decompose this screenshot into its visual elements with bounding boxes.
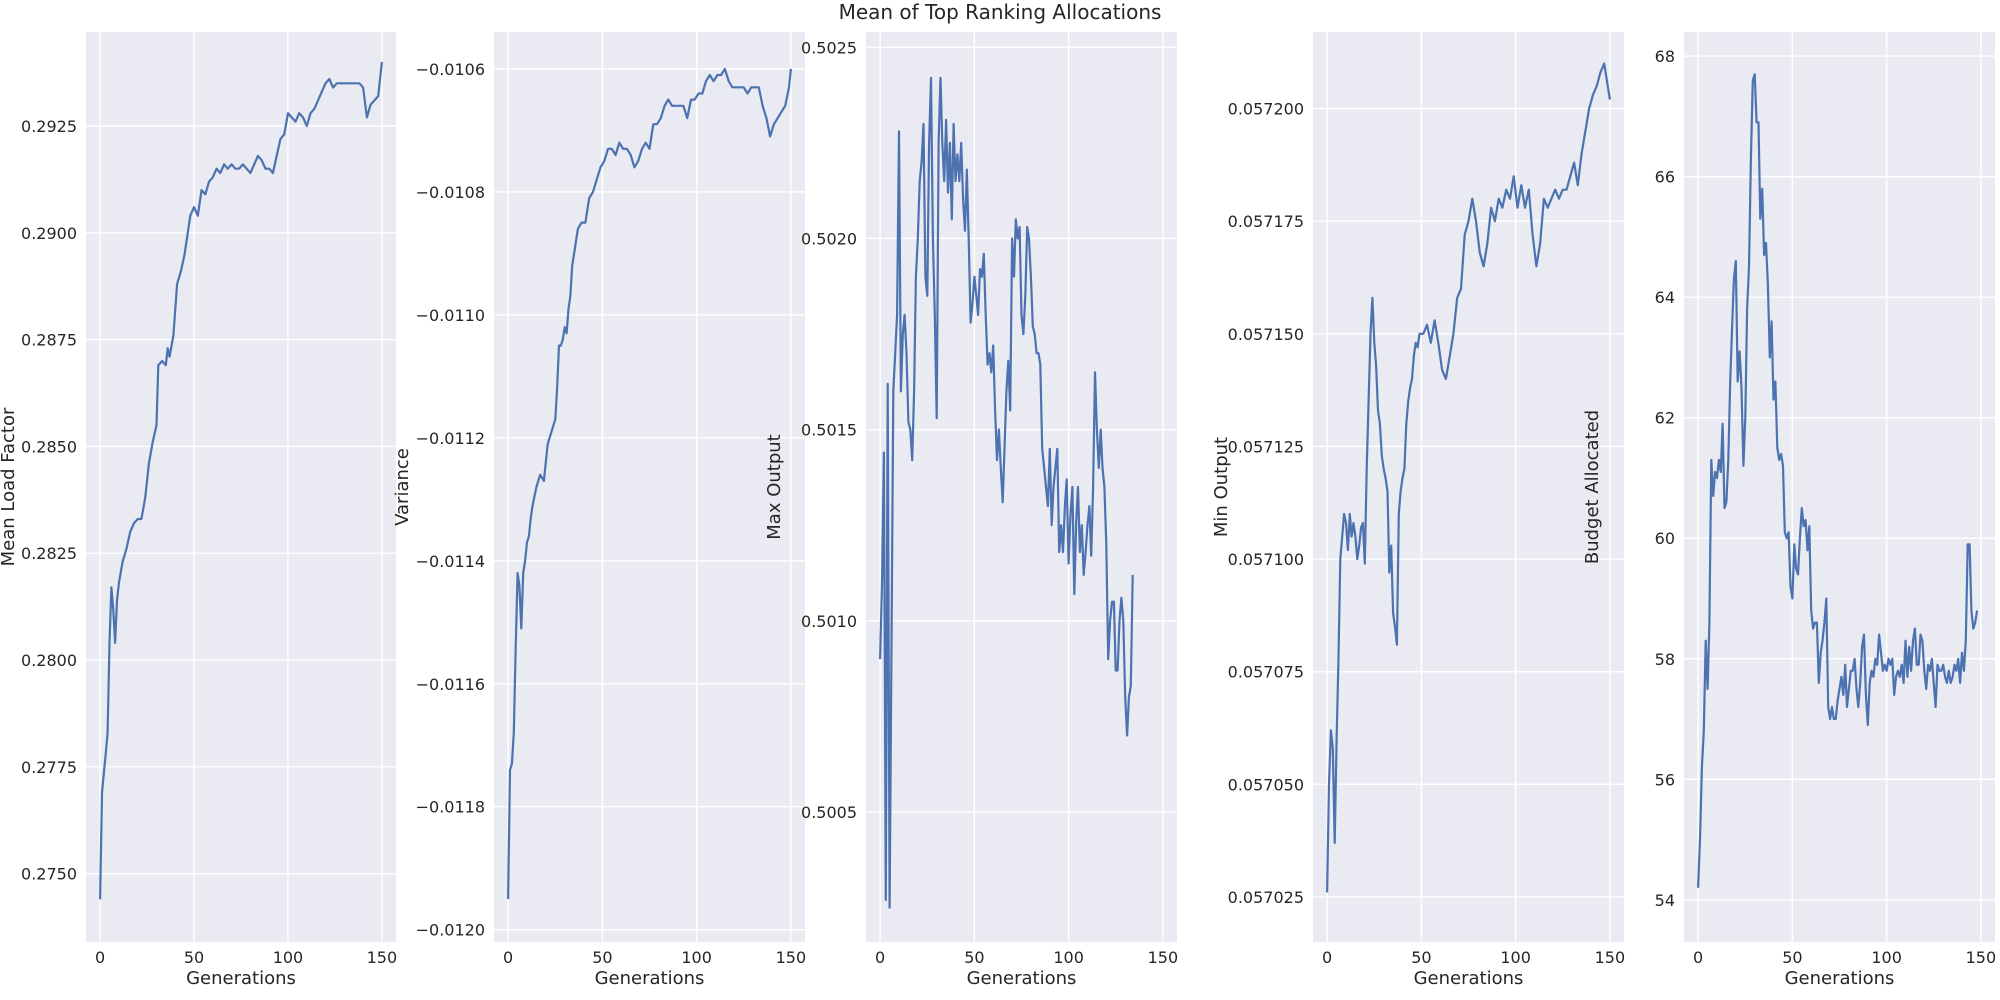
- y-tick-label: 0.5020: [801, 229, 857, 248]
- series-line: [1326, 62, 1611, 893]
- y-tick-label: 0.2875: [21, 331, 77, 350]
- plot-area: [1313, 32, 1624, 942]
- x-tick-label: 0: [503, 948, 513, 967]
- subplot-5: 54 56 58 60 62 64 66 68 0 50 100 150 Generations Budg…: [1582, 32, 1996, 989]
- y-tick-label: −0.0106: [416, 60, 485, 79]
- y-tick-label: 54: [1655, 891, 1675, 910]
- y-tick-label: 0.2825: [21, 544, 77, 563]
- subplot-2: −0.0120 −0.0118 −0.0116 −0.0114 −0.0112 −0.01…: [392, 32, 806, 989]
- y-tick-label: 0.057150: [1228, 325, 1304, 344]
- x-axis-label: Generations: [1414, 968, 1524, 989]
- x-tick-label: 150: [1595, 948, 1626, 967]
- y-tick-label: 62: [1655, 409, 1675, 428]
- x-tick-label: 150: [367, 948, 398, 967]
- y-tick-label: −0.0114: [416, 552, 485, 571]
- y-axis-label: Min Output: [1211, 437, 1232, 537]
- y-tick-label: 68: [1655, 47, 1675, 66]
- y-tick-label: 0.2750: [21, 865, 77, 884]
- x-tick-label: 0: [95, 948, 105, 967]
- x-tick-label: 100: [1500, 948, 1531, 967]
- x-tick-label: 0: [1693, 948, 1703, 967]
- plot-area: [494, 32, 805, 942]
- y-tick-label: 0.2800: [21, 651, 77, 670]
- y-tick-label: 58: [1655, 650, 1675, 669]
- figure-title: Mean of Top Ranking Allocations: [839, 0, 1162, 24]
- y-tick-label: −0.0116: [416, 675, 485, 694]
- series-line: [879, 76, 1134, 909]
- x-tick-label: 100: [1871, 948, 1902, 967]
- plot-area: [86, 32, 396, 942]
- x-tick-label: 50: [1411, 948, 1431, 967]
- y-tick-label: 0.5010: [801, 612, 857, 631]
- y-tick-label: 0.2900: [21, 224, 77, 243]
- y-tick-label: 0.057100: [1228, 550, 1304, 569]
- y-tick-label: 0.2775: [21, 758, 77, 777]
- y-tick-label: 0.5025: [801, 38, 857, 57]
- y-tick-label: −0.0118: [416, 798, 485, 817]
- x-axis-label: Generations: [1785, 968, 1895, 989]
- y-tick-label: −0.0112: [416, 429, 485, 448]
- y-tick-label: 0.057200: [1228, 100, 1304, 119]
- x-tick-label: 150: [1966, 948, 1997, 967]
- y-tick-label: −0.0110: [416, 306, 485, 325]
- x-tick-label: 150: [1148, 948, 1179, 967]
- x-tick-label: 50: [184, 948, 204, 967]
- x-tick-label: 50: [592, 948, 612, 967]
- y-tick-label: 0.057125: [1228, 437, 1304, 456]
- y-tick-label: −0.0120: [416, 921, 485, 940]
- x-tick-label: 100: [1053, 948, 1084, 967]
- y-tick-label: 0.057050: [1228, 775, 1304, 794]
- y-tick-label: 56: [1655, 770, 1675, 789]
- x-axis-label: Generations: [595, 968, 705, 989]
- y-axis-label: Budget Allocated: [1582, 410, 1603, 564]
- y-tick-label: 0.5015: [801, 421, 857, 440]
- subplot-4: 0.057025 0.057050 0.057075 0.057100 0.057125…: [1211, 32, 1625, 989]
- series-line: [507, 67, 792, 900]
- series-line: [1697, 73, 1979, 888]
- y-tick-label: 0.5005: [801, 803, 857, 822]
- x-tick-label: 150: [776, 948, 807, 967]
- y-tick-label: −0.0108: [416, 183, 485, 202]
- y-tick-label: 0.057075: [1228, 663, 1304, 682]
- x-tick-label: 100: [681, 948, 712, 967]
- y-tick-label: 0.057175: [1228, 212, 1304, 231]
- y-tick-label: 60: [1655, 529, 1675, 548]
- subplot-1: 0.2750 0.2775 0.2800 0.2825 0.2850 0.2875 0.29…: [0, 32, 397, 989]
- y-axis-label: Max Output: [764, 434, 785, 539]
- plot-area: [866, 32, 1177, 942]
- x-axis-label: Generations: [186, 968, 296, 989]
- series-line: [99, 61, 383, 900]
- x-tick-label: 50: [1782, 948, 1802, 967]
- x-axis-label: Generations: [967, 968, 1077, 989]
- y-tick-label: 64: [1655, 288, 1675, 307]
- y-axis-label: Variance: [392, 448, 413, 526]
- y-tick-label: 66: [1655, 168, 1675, 187]
- y-axis-label: Mean Load Factor: [0, 407, 19, 566]
- x-tick-label: 100: [273, 948, 304, 967]
- x-tick-label: 0: [1322, 948, 1332, 967]
- x-tick-label: 0: [875, 948, 885, 967]
- x-tick-label: 50: [964, 948, 984, 967]
- subplot-3: 0.5005 0.5010 0.5015 0.5020 0.5025 0 50 100 150 G…: [764, 32, 1178, 989]
- subplot-grid: 0.2750 0.2775 0.2800 0.2825 0.2850 0.2875 0.29…: [0, 32, 1996, 989]
- plot-area: [1684, 32, 1995, 942]
- y-tick-label: 0.2925: [21, 117, 77, 136]
- y-tick-label: 0.057025: [1228, 888, 1304, 907]
- y-tick-label: 0.2850: [21, 437, 77, 456]
